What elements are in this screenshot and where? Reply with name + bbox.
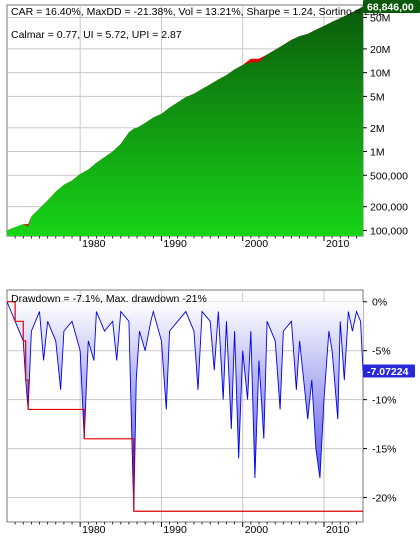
- equity-y-tick-label: 1M: [370, 147, 385, 159]
- equity-y-tick-label: 20M: [370, 44, 390, 56]
- max-drawdown-line: [7, 301, 363, 512]
- drawdown-x-axis: 1980 1990 2000 2010: [14, 522, 357, 536]
- equity-x-tick-label: 1990: [163, 238, 187, 250]
- equity-x-axis: 1980 1990 2000 2010: [14, 236, 357, 250]
- equity-last-value-badge: 68,846,00: [363, 0, 420, 14]
- drawdown-y-tick-label: -15%: [372, 444, 397, 456]
- drawdown-badge-background: [363, 364, 415, 378]
- equity-stats-line-2: Calmar = 0.77, UI = 5.72, UPI = 2.87: [11, 29, 182, 41]
- equity-stats-line-1: CAR = 16.40%, MaxDD = -21.38%, Vol = 13.…: [11, 6, 384, 18]
- equity-y-tick-label: 200,000: [370, 202, 408, 214]
- equity-area: [7, 6, 363, 236]
- equity-y-tick-label: 5M: [370, 91, 385, 103]
- drawdown-y-axis: 0% -5% -10% -15% -20%: [363, 297, 397, 505]
- equity-last-value: 68,846,00: [367, 2, 414, 14]
- equity-x-tick-label: 2000: [245, 238, 269, 250]
- drawdown-last-value-badge: -7.07224: [363, 364, 415, 378]
- drawdown-y-tick-label: -10%: [372, 395, 397, 407]
- equity-y-tick-label: 50M: [370, 12, 390, 24]
- drawdown-x-tick-label: 1980: [82, 524, 106, 536]
- drawdown-x-tick-label: 2000: [245, 524, 269, 536]
- drawdown-y-tick-label: -5%: [372, 346, 391, 358]
- equity-y-tick-label: 10M: [370, 68, 390, 80]
- equity-y-axis: 100,000 200,000 500,000 1M 2M 5M 10M 20M 50M: [363, 12, 408, 237]
- drawdown-x-tick-label: 1990: [163, 524, 187, 536]
- equity-x-tick-label: 2010: [326, 238, 350, 250]
- drawdown-last-value: -7.07224: [367, 366, 409, 378]
- equity-y-tick-label: 2M: [370, 123, 385, 135]
- equity-x-tick-label: 1980: [82, 238, 106, 250]
- drawdown-y-tick-label: -20%: [372, 493, 397, 505]
- drawdown-chart-panel: 0% -5% -10% -15% -20% 1980 1990 2000 2010 Drawd…: [6, 289, 415, 536]
- equity-badge-background: [363, 0, 420, 14]
- equity-chart-panel: 100,000 200,000 500,000 1M 2M 5M 10M 20M 50M 198…: [6, 0, 420, 250]
- equity-y-tick-label: 500,000: [370, 170, 408, 182]
- drawdown-stats-line: Drawdown = -7.1%, Max. drawdown -21%: [11, 293, 207, 305]
- drawdown-line: [7, 301, 363, 512]
- equity-y-tick-label: 100,000: [370, 225, 408, 237]
- drawdown-area: [7, 301, 363, 512]
- drawdown-y-tick-label: 0%: [372, 297, 387, 309]
- drawdown-x-tick-label: 2010: [326, 524, 350, 536]
